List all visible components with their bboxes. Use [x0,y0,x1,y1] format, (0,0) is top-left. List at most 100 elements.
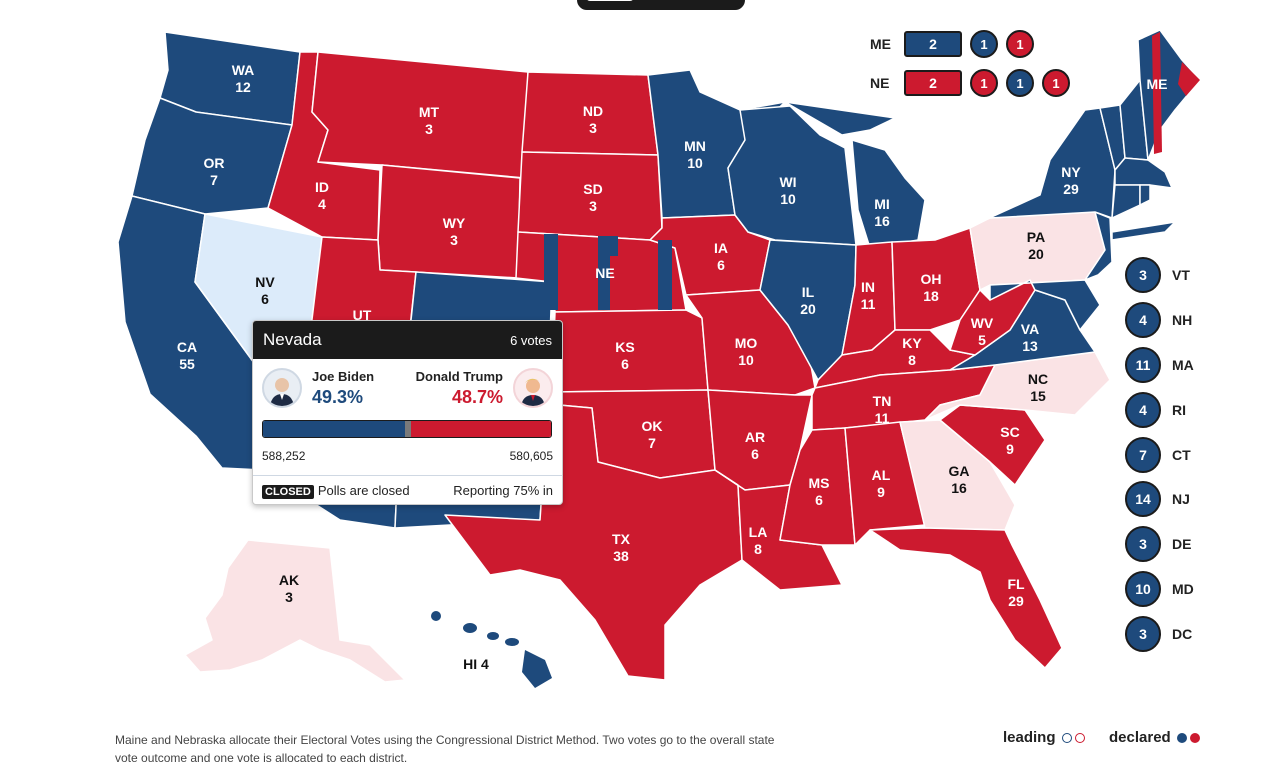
state-label-fl: FL 29 [1007,576,1025,609]
tooltip-footer: CLOSED Polls are closed Reporting 75% in [253,475,562,504]
state-al[interactable] [844,421,926,546]
state-label-in: IN 11 [861,279,876,312]
state-label-nv: NV 6 [255,274,275,307]
state-hi[interactable] [431,611,552,688]
small-state-votes: 11 [1125,346,1161,383]
small-state-votes: 3 [1125,615,1161,652]
state-ma[interactable] [1114,157,1173,189]
rep-vote-count: 580,605 [509,449,553,463]
toggle-knob [586,0,634,1]
state-label-mi: MI 16 [874,196,890,229]
state-label-ne: NE [595,265,614,281]
small-state-abbr: NJ [1172,491,1190,508]
ne-label: NE [870,75,890,91]
state-ak[interactable] [184,539,406,683]
state-label-wi: WI 10 [779,174,796,207]
other-share-fill [404,421,411,437]
state-label-ia: IA 6 [714,240,728,273]
small-state-abbr: MA [1172,356,1194,373]
small-state-nh[interactable]: 4 NH [1125,298,1194,343]
view-toggle[interactable] [577,0,745,10]
dem-vote-count: 588,252 [262,449,306,463]
state-label-mn: MN 10 [684,138,706,171]
state-label-ca: CA 55 [177,339,197,372]
me-districts-row: ME 2 1 1 [870,30,1034,58]
biden-avatar [262,368,302,408]
rep-candidate: Donald Trump 48.7% [416,368,553,408]
small-state-vt[interactable]: 3 VT [1125,253,1194,298]
declared-rep-icon [1189,732,1200,743]
legend-declared-label: declared [1109,729,1171,746]
me-district-2b [1178,62,1200,96]
me-district-1-dot[interactable]: 1 [970,30,998,58]
me-district-2-dot[interactable]: 1 [1006,30,1034,58]
state-label-tx: TX 38 [612,531,631,564]
small-state-ma[interactable]: 11 MA [1125,343,1194,388]
state-me[interactable] [1137,29,1201,161]
state-label-la: LA 8 [749,524,768,557]
tooltip-header: Nevada 6 votes [253,321,562,359]
state-nc[interactable] [924,351,1111,421]
state-labels: WA 12 OR 7 CA 55 NV 6 ID 4 MT 3 WY 3 UT ND 3 SD 3 NE KS 6 OK 7 T… [177,62,1168,672]
state-label-sd: SD 3 [583,181,602,214]
small-state-votes: 7 [1125,436,1161,473]
me-district-2 [1152,32,1162,154]
state-fl[interactable] [869,527,1063,669]
state-mi[interactable] [784,101,926,249]
state-tx[interactable] [444,403,743,681]
state-label-ak: AK 3 [279,572,299,605]
state-label-nd: ND 3 [583,103,603,136]
small-state-abbr: CT [1172,446,1191,463]
state-or[interactable] [131,97,293,215]
state-label-pa: PA 20 [1027,229,1045,262]
legend-leading: leading [1003,729,1085,746]
state-label-va: VA 13 [1021,321,1039,354]
state-tooltip: Nevada 6 votes Joe Biden 49.3% Donald Tr… [252,320,563,505]
leading-dem-icon [1061,732,1072,743]
ne-statewide-box[interactable]: 2 [904,70,962,96]
small-state-de[interactable]: 3 DE [1125,522,1194,567]
rep-candidate-pct: 48.7% [451,386,503,407]
state-md[interactable] [989,279,1101,331]
declared-dem-icon [1176,732,1187,743]
state-ri[interactable] [1139,184,1151,206]
small-state-votes: 4 [1125,391,1161,428]
dem-candidate-name: Joe Biden [312,368,375,384]
state-la[interactable] [714,469,843,591]
ne-districts-row: NE 2 1 1 1 [870,69,1070,97]
small-state-abbr: VT [1172,267,1190,284]
state-label-al: AL 9 [872,467,891,500]
small-state-votes: 3 [1125,257,1161,294]
state-label-ok: OK 7 [642,418,663,451]
small-state-md[interactable]: 10 MD [1125,567,1194,612]
small-state-ct[interactable]: 7 CT [1125,432,1194,477]
state-label-ny: NY 29 [1061,164,1081,197]
small-state-votes: 4 [1125,302,1161,339]
me-label: ME [870,36,891,52]
state-label-hi: HI 4 [463,656,489,672]
state-label-sc: SC 9 [1000,424,1019,457]
state-label-oh: OH 18 [921,271,942,304]
ne-district-2-dot[interactable]: 1 [1006,69,1034,97]
small-state-ri[interactable]: 4 RI [1125,387,1194,432]
small-state-votes: 14 [1125,481,1161,518]
polls-status: Polls are closed [317,482,410,498]
small-state-dc[interactable]: 3 DC [1125,611,1194,656]
small-state-abbr: NH [1172,312,1193,329]
tooltip-state-name: Nevada [263,330,322,349]
me-statewide-box[interactable]: 2 [904,31,962,57]
state-label-tn: TN 11 [873,393,892,426]
state-label-ms: MS 6 [809,475,830,508]
tooltip-votes: 6 votes [510,332,552,348]
state-label-ks: KS 6 [615,339,634,372]
state-label-wy: WY 3 [443,215,466,248]
small-state-nj[interactable]: 14 NJ [1125,477,1194,522]
ne-district-1-dot[interactable]: 1 [970,69,998,97]
state-ct[interactable] [1111,184,1141,219]
state-label-wa: WA 12 [232,62,255,95]
state-label-mo: MO 10 [735,335,758,368]
trump-avatar [513,368,553,408]
dem-share-fill [263,421,405,437]
ne-district-3-dot[interactable]: 1 [1042,69,1070,97]
